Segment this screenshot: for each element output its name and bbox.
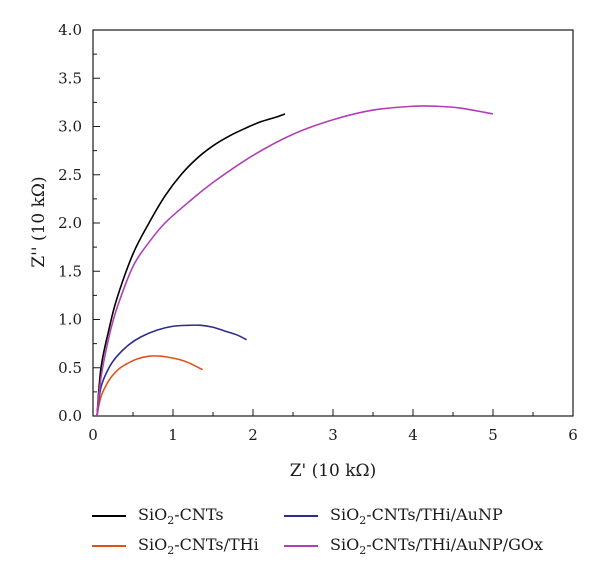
series-line-sio2-cnts-thi-aunp [96,324,247,417]
subscript: 2 [167,544,175,558]
y-tick-label: 0.0 [58,407,82,425]
y-tick-label: 0.5 [58,359,82,377]
y-tick-label: 2.5 [58,166,82,184]
x-tick-label: 3 [328,426,338,444]
x-tick-label: 6 [568,426,578,444]
legend-item-sio2-cnts: SiO2-CNTs [92,504,224,528]
y-tick-label: 3.5 [58,69,82,87]
y-tick-label: 4.0 [58,21,82,39]
x-tick-label: 2 [248,426,258,444]
series-line-sio2-cnts [96,113,286,417]
legend-item-sio2-cnts-thi: SiO2-CNTs/THi [92,534,259,558]
legend-label: SiO2-CNTs/THi/AuNP/GOx [330,534,544,558]
x-axis-label: Z' (10 kΩ) [290,461,377,481]
x-tick-label: 4 [408,426,418,444]
legend-swatch [92,545,126,547]
series-line-sio2-cnts-thi [96,355,203,417]
y-tick-label: 1.0 [58,311,82,329]
y-tick-label: 2.0 [58,214,82,232]
y-tick-label: 1.5 [58,262,82,280]
legend-swatch [284,545,318,547]
x-tick-label: 1 [168,426,178,444]
legend-item-sio2-cnts-thi-aunp: SiO2-CNTs/THi/AuNP [284,504,503,528]
y-tick-label: 3.0 [58,118,82,136]
impedance-chart: 0 1 2 3 4 5 6 0.0 0.5 1.0 1.5 2.0 2.5 3.0 3.5 4.0 Z' (1… [29,21,578,481]
legend-label: SiO2-CNTs/THi/AuNP [330,504,503,528]
subscript: 2 [359,514,367,528]
x-tick-label: 5 [488,426,498,444]
subscript: 2 [167,514,175,528]
legend: SiO2-CNTs SiO2-CNTs/THi SiO2-CNTs/THi/Au… [92,500,592,566]
legend-swatch [284,515,318,517]
subscript: 2 [359,544,367,558]
y-axis-label: Z'' (10 kΩ) [29,176,49,267]
legend-swatch [92,515,126,517]
legend-item-sio2-cnts-thi-aunp-gox: SiO2-CNTs/THi/AuNP/GOx [284,534,543,558]
legend-label: SiO2-CNTs/THi [138,534,259,558]
legend-label: SiO2-CNTs [138,504,224,528]
series-line-sio2-cnts-thi-aunp-gox [96,105,494,417]
x-tick-label: 0 [88,426,98,444]
